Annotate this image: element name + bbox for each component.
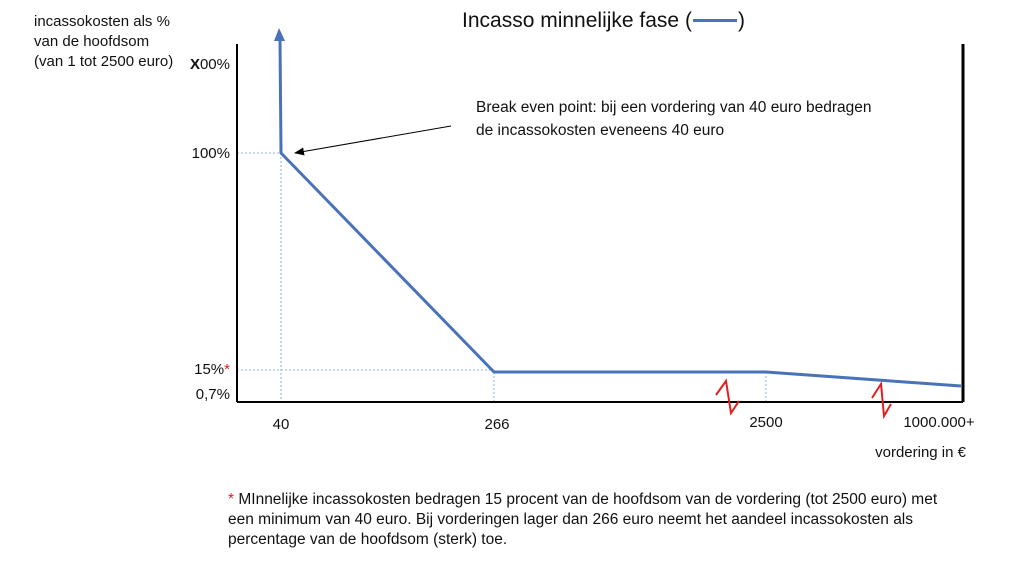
y-tick-label-0-7: 0,7% xyxy=(196,386,230,403)
chart-title-text: Incasso minnelijke fase ( xyxy=(462,9,692,32)
annotation-line-1: Break even point: bij een vordering van … xyxy=(476,99,872,116)
x-axis-label: vordering in € xyxy=(875,444,967,461)
y-tick-star: * xyxy=(224,361,230,378)
footnote-text: MInnelijke incassokosten bedragen 15 pro… xyxy=(228,491,938,548)
annotation-line-2: de incassokosten eveneens 40 euro xyxy=(476,122,724,139)
footnote-star: * xyxy=(228,491,235,508)
y-tick-text: 00% xyxy=(200,56,230,73)
y-tick-text: 15% xyxy=(194,361,224,378)
chart-title: Incasso minnelijke fase () xyxy=(462,9,745,33)
y-axis-label: incassokosten als % van de hoofdsom (van… xyxy=(34,13,174,70)
x-tick-label-1000000: 1000.000+ xyxy=(903,414,975,431)
y-tick-label-15: 15%* xyxy=(194,361,230,378)
series-line xyxy=(278,39,962,388)
x-tick-label-266: 266 xyxy=(484,416,509,433)
x-tick-label-40: 40 xyxy=(273,416,290,433)
chart-title-suffix: ) xyxy=(737,9,745,32)
footnote: * MInnelijke incassokosten bedragen 15 p… xyxy=(228,490,948,550)
y-tick-label-x00: X00% xyxy=(190,56,230,73)
axis-break-mark-2 xyxy=(871,381,892,420)
annotation-text: Break even point: bij een vordering van … xyxy=(476,99,876,139)
annotation-arrow xyxy=(294,125,452,156)
series-arrowhead xyxy=(274,28,285,41)
axis-break-mark-1 xyxy=(715,378,740,416)
y-tick-prefix: X xyxy=(190,56,200,73)
y-tick-label-100: 100% xyxy=(192,145,230,162)
x-tick-label-2500: 2500 xyxy=(749,414,782,431)
legend-line-swatch xyxy=(692,18,737,22)
